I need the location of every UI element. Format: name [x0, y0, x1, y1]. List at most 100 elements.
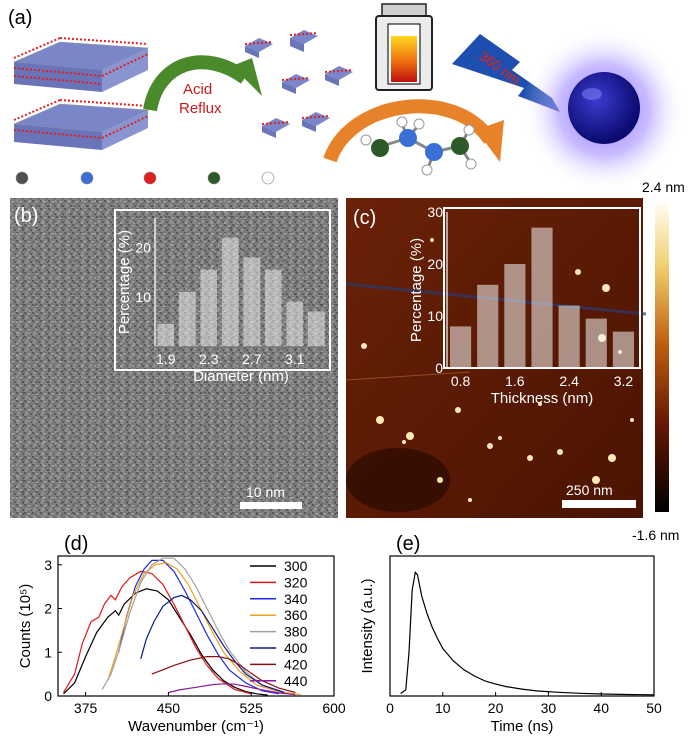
afm-particle	[575, 269, 581, 275]
blue-atom	[80, 171, 94, 185]
afm-particle	[406, 432, 414, 440]
x-tick-label: 3.1	[285, 351, 305, 367]
series-line	[168, 683, 296, 696]
histogram-bar	[477, 284, 499, 368]
series-line	[101, 557, 285, 694]
x-tick-label: 2.3	[199, 351, 219, 367]
x-axis-label: Wavenumber (cm⁻¹)	[128, 718, 264, 735]
afm-particle	[527, 455, 533, 461]
y-tick-label: 20	[135, 240, 151, 256]
series-line	[140, 594, 285, 694]
y-tick-label: 20	[427, 256, 443, 272]
afm-particle	[557, 449, 563, 455]
x-tick-label: 0.8	[451, 373, 471, 389]
scale-bar-b-label: 10 nm	[246, 484, 285, 500]
series-line	[400, 570, 655, 696]
scale-bar-c-label: 250 nm	[566, 482, 613, 498]
x-tick-label: 30	[541, 700, 557, 716]
legend-label: 420	[284, 656, 308, 672]
panel-e-label: (e)	[396, 533, 420, 555]
series-line	[151, 656, 296, 694]
afm-particle	[376, 416, 384, 424]
plot-frame	[57, 555, 335, 697]
x-axis-label: Thickness (nm)	[491, 390, 594, 407]
afm-particle	[455, 407, 461, 413]
gray-atom	[15, 171, 29, 185]
x-tick-label: 2.7	[242, 351, 262, 367]
x-tick-label: 50	[646, 700, 662, 716]
histogram-bar	[200, 269, 218, 346]
histogram-bar	[449, 326, 472, 368]
bulk-crystal-top	[13, 37, 150, 92]
series-line	[62, 570, 252, 695]
afm-particle	[498, 436, 502, 440]
x-tick-label: 0	[386, 700, 394, 716]
legend-label: 340	[284, 591, 308, 607]
histogram-bar	[286, 301, 304, 346]
panel-d-label: (d)	[64, 533, 88, 555]
x-tick-label: 40	[593, 700, 609, 716]
afm-particle	[402, 440, 406, 444]
x-tick-label: 2.4	[559, 373, 579, 389]
y-tick-label: 2	[44, 601, 52, 617]
colorbar-min: -1.6 nm	[632, 527, 679, 543]
panel-d: (d) 375 450 525 600 0 1 2 3 Wavenumber (cm⁻¹) Cou…	[17, 533, 346, 735]
afm-particles	[361, 238, 634, 502]
thickness-histogram: 0 10 20 30 0.8 1.6 2.4 3.2 Thickness (nm) Percent…	[408, 204, 635, 407]
histogram-bar	[243, 257, 261, 346]
afm-particle	[630, 418, 634, 422]
pl-emission-spectra: 375 450 525 600 0 1 2 3 Wavenumber (cm⁻¹) Counts …	[17, 555, 346, 735]
scale-bar-c	[562, 500, 636, 508]
x-axis-label: Diameter (nm)	[193, 368, 289, 385]
acid-reflux-arrow	[143, 55, 262, 112]
series-line	[107, 561, 301, 696]
nanoflakes	[244, 30, 354, 138]
legend-label: 400	[284, 640, 308, 656]
height-colorbar: 2.4 nm -1.6 nm	[632, 179, 685, 543]
panel-c: (c) 0 10 20 30 0.8 1.6 2.4 3.2 Thickness (nm) Per…	[345, 198, 647, 518]
quantum-dot	[522, 28, 686, 192]
arrow-label-reflux: Reflux	[179, 100, 222, 117]
x-tick-label: 600	[322, 700, 346, 716]
afm-particle	[592, 476, 600, 484]
panel-a-label: (a)	[8, 7, 32, 29]
panel-e: (e) 0 10 20 30 40 50 Time (ns) Intensity (a.u.)	[359, 533, 662, 735]
colorbar-max: 2.4 nm	[642, 179, 685, 195]
legend-label: 360	[284, 607, 308, 623]
histogram-bar	[307, 311, 325, 346]
legend-label: 300	[284, 558, 308, 574]
afm-particle	[538, 402, 542, 406]
afm-particle	[487, 443, 493, 449]
histogram-bar	[178, 291, 196, 346]
afm-particle	[430, 238, 434, 242]
x-tick-label: 525	[240, 700, 264, 716]
legend-label: 440	[284, 673, 308, 689]
autoclave-vial	[375, 3, 433, 91]
y-tick-label: 10	[135, 289, 151, 305]
tem-inset-frame	[114, 209, 331, 371]
y-tick-label: 0	[435, 360, 443, 376]
solvothermal-arrow	[323, 99, 504, 163]
histogram-bar	[558, 305, 580, 368]
pl-decay-curve: 0 10 20 30 40 50 Time (ns) Intensity (a.u.)	[359, 555, 662, 735]
histogram-bar	[585, 318, 607, 368]
x-tick-label: 1.9	[156, 351, 176, 367]
y-tick-label: 10	[427, 308, 443, 324]
panel-b-label: (b)	[14, 205, 38, 227]
y-tick-label: 30	[427, 204, 443, 220]
x-tick-label: 10	[435, 700, 451, 716]
histogram-bar	[264, 269, 282, 346]
histogram-bar	[504, 264, 526, 368]
afm-particle	[437, 477, 443, 483]
scale-bar-b	[240, 502, 302, 509]
x-tick-label: 375	[74, 700, 98, 716]
histogram-bar	[612, 331, 635, 368]
x-tick-label: 450	[157, 700, 181, 716]
x-tick-label: 20	[488, 700, 504, 716]
y-tick-label: 1	[44, 644, 52, 660]
y-axis-label: Percentage (%)	[116, 230, 133, 334]
legend-label: 320	[284, 574, 308, 590]
